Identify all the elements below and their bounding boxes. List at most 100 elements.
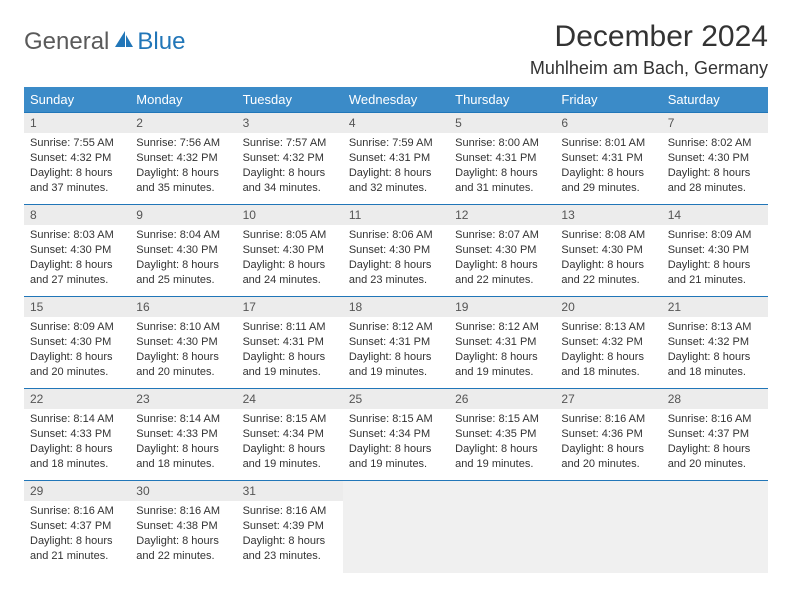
day-cell: 10Sunrise: 8:05 AMSunset: 4:30 PMDayligh… [237,205,343,297]
day-cell: 30Sunrise: 8:16 AMSunset: 4:38 PMDayligh… [130,481,236,573]
day-header: Friday [555,87,661,113]
day-number: 9 [130,205,236,225]
day-cell: 24Sunrise: 8:15 AMSunset: 4:34 PMDayligh… [237,389,343,481]
day-info: Sunrise: 8:08 AMSunset: 4:30 PMDaylight:… [555,225,661,293]
header: General Blue December 2024 Muhlheim am B… [24,20,768,79]
day-info: Sunrise: 8:16 AMSunset: 4:37 PMDaylight:… [24,501,130,569]
day-info: Sunrise: 8:16 AMSunset: 4:36 PMDaylight:… [555,409,661,477]
calendar-table: SundayMondayTuesdayWednesdayThursdayFrid… [24,87,768,573]
day-info: Sunrise: 8:16 AMSunset: 4:37 PMDaylight:… [662,409,768,477]
day-cell: 3Sunrise: 7:57 AMSunset: 4:32 PMDaylight… [237,113,343,205]
day-info: Sunrise: 8:07 AMSunset: 4:30 PMDaylight:… [449,225,555,293]
logo: General Blue [24,20,185,56]
day-info: Sunrise: 8:03 AMSunset: 4:30 PMDaylight:… [24,225,130,293]
day-info: Sunrise: 8:01 AMSunset: 4:31 PMDaylight:… [555,133,661,201]
day-header: Sunday [24,87,130,113]
day-cell: 19Sunrise: 8:12 AMSunset: 4:31 PMDayligh… [449,297,555,389]
day-info: Sunrise: 7:55 AMSunset: 4:32 PMDaylight:… [24,133,130,201]
day-info: Sunrise: 8:15 AMSunset: 4:34 PMDaylight:… [343,409,449,477]
day-number: 27 [555,389,661,409]
day-cell: 26Sunrise: 8:15 AMSunset: 4:35 PMDayligh… [449,389,555,481]
day-number: 18 [343,297,449,317]
day-header: Wednesday [343,87,449,113]
day-number: 13 [555,205,661,225]
logo-sail-icon [113,29,135,54]
day-cell: 29Sunrise: 8:16 AMSunset: 4:37 PMDayligh… [24,481,130,573]
day-number: 11 [343,205,449,225]
day-number: 4 [343,113,449,133]
day-cell: 27Sunrise: 8:16 AMSunset: 4:36 PMDayligh… [555,389,661,481]
calendar-body: 1Sunrise: 7:55 AMSunset: 4:32 PMDaylight… [24,113,768,573]
day-cell: 1Sunrise: 7:55 AMSunset: 4:32 PMDaylight… [24,113,130,205]
location: Muhlheim am Bach, Germany [530,58,768,79]
day-cell: 16Sunrise: 8:10 AMSunset: 4:30 PMDayligh… [130,297,236,389]
calendar-row: 1Sunrise: 7:55 AMSunset: 4:32 PMDaylight… [24,113,768,205]
day-cell: 2Sunrise: 7:56 AMSunset: 4:32 PMDaylight… [130,113,236,205]
day-cell: 15Sunrise: 8:09 AMSunset: 4:30 PMDayligh… [24,297,130,389]
day-info: Sunrise: 8:14 AMSunset: 4:33 PMDaylight:… [130,409,236,477]
day-number: 8 [24,205,130,225]
day-header: Saturday [662,87,768,113]
day-number: 1 [24,113,130,133]
day-number: 12 [449,205,555,225]
calendar-row: 8Sunrise: 8:03 AMSunset: 4:30 PMDaylight… [24,205,768,297]
day-number: 10 [237,205,343,225]
day-header-row: SundayMondayTuesdayWednesdayThursdayFrid… [24,87,768,113]
day-number: 25 [343,389,449,409]
day-cell: 14Sunrise: 8:09 AMSunset: 4:30 PMDayligh… [662,205,768,297]
calendar-row: 29Sunrise: 8:16 AMSunset: 4:37 PMDayligh… [24,481,768,573]
day-cell: 4Sunrise: 7:59 AMSunset: 4:31 PMDaylight… [343,113,449,205]
day-cell: 17Sunrise: 8:11 AMSunset: 4:31 PMDayligh… [237,297,343,389]
calendar-row: 15Sunrise: 8:09 AMSunset: 4:30 PMDayligh… [24,297,768,389]
day-info: Sunrise: 8:15 AMSunset: 4:34 PMDaylight:… [237,409,343,477]
day-info: Sunrise: 8:04 AMSunset: 4:30 PMDaylight:… [130,225,236,293]
day-cell: 12Sunrise: 8:07 AMSunset: 4:30 PMDayligh… [449,205,555,297]
day-cell: 5Sunrise: 8:00 AMSunset: 4:31 PMDaylight… [449,113,555,205]
day-info: Sunrise: 8:16 AMSunset: 4:39 PMDaylight:… [237,501,343,569]
day-header: Tuesday [237,87,343,113]
day-number: 21 [662,297,768,317]
day-info: Sunrise: 8:13 AMSunset: 4:32 PMDaylight:… [555,317,661,385]
calendar-row: 22Sunrise: 8:14 AMSunset: 4:33 PMDayligh… [24,389,768,481]
day-info: Sunrise: 8:12 AMSunset: 4:31 PMDaylight:… [343,317,449,385]
day-info: Sunrise: 8:16 AMSunset: 4:38 PMDaylight:… [130,501,236,569]
day-cell: 11Sunrise: 8:06 AMSunset: 4:30 PMDayligh… [343,205,449,297]
day-cell: 13Sunrise: 8:08 AMSunset: 4:30 PMDayligh… [555,205,661,297]
day-info: Sunrise: 8:02 AMSunset: 4:30 PMDaylight:… [662,133,768,201]
day-cell: 18Sunrise: 8:12 AMSunset: 4:31 PMDayligh… [343,297,449,389]
title-block: December 2024 Muhlheim am Bach, Germany [530,20,768,79]
day-number: 16 [130,297,236,317]
day-cell: 28Sunrise: 8:16 AMSunset: 4:37 PMDayligh… [662,389,768,481]
day-cell: 21Sunrise: 8:13 AMSunset: 4:32 PMDayligh… [662,297,768,389]
day-info: Sunrise: 8:13 AMSunset: 4:32 PMDaylight:… [662,317,768,385]
day-cell: 9Sunrise: 8:04 AMSunset: 4:30 PMDaylight… [130,205,236,297]
day-number: 31 [237,481,343,501]
day-number: 30 [130,481,236,501]
day-number: 14 [662,205,768,225]
day-number: 17 [237,297,343,317]
empty-cell [555,481,661,573]
day-number: 23 [130,389,236,409]
day-info: Sunrise: 8:10 AMSunset: 4:30 PMDaylight:… [130,317,236,385]
day-info: Sunrise: 7:59 AMSunset: 4:31 PMDaylight:… [343,133,449,201]
empty-cell [662,481,768,573]
logo-text-general: General [24,28,109,56]
day-info: Sunrise: 8:05 AMSunset: 4:30 PMDaylight:… [237,225,343,293]
day-cell: 25Sunrise: 8:15 AMSunset: 4:34 PMDayligh… [343,389,449,481]
day-number: 6 [555,113,661,133]
day-cell: 8Sunrise: 8:03 AMSunset: 4:30 PMDaylight… [24,205,130,297]
day-number: 15 [24,297,130,317]
day-info: Sunrise: 8:15 AMSunset: 4:35 PMDaylight:… [449,409,555,477]
day-info: Sunrise: 8:12 AMSunset: 4:31 PMDaylight:… [449,317,555,385]
month-title: December 2024 [530,20,768,54]
day-info: Sunrise: 8:11 AMSunset: 4:31 PMDaylight:… [237,317,343,385]
day-header: Thursday [449,87,555,113]
day-cell: 22Sunrise: 8:14 AMSunset: 4:33 PMDayligh… [24,389,130,481]
day-header: Monday [130,87,236,113]
day-cell: 6Sunrise: 8:01 AMSunset: 4:31 PMDaylight… [555,113,661,205]
day-info: Sunrise: 8:00 AMSunset: 4:31 PMDaylight:… [449,133,555,201]
day-number: 19 [449,297,555,317]
day-number: 3 [237,113,343,133]
day-info: Sunrise: 8:06 AMSunset: 4:30 PMDaylight:… [343,225,449,293]
day-cell: 23Sunrise: 8:14 AMSunset: 4:33 PMDayligh… [130,389,236,481]
